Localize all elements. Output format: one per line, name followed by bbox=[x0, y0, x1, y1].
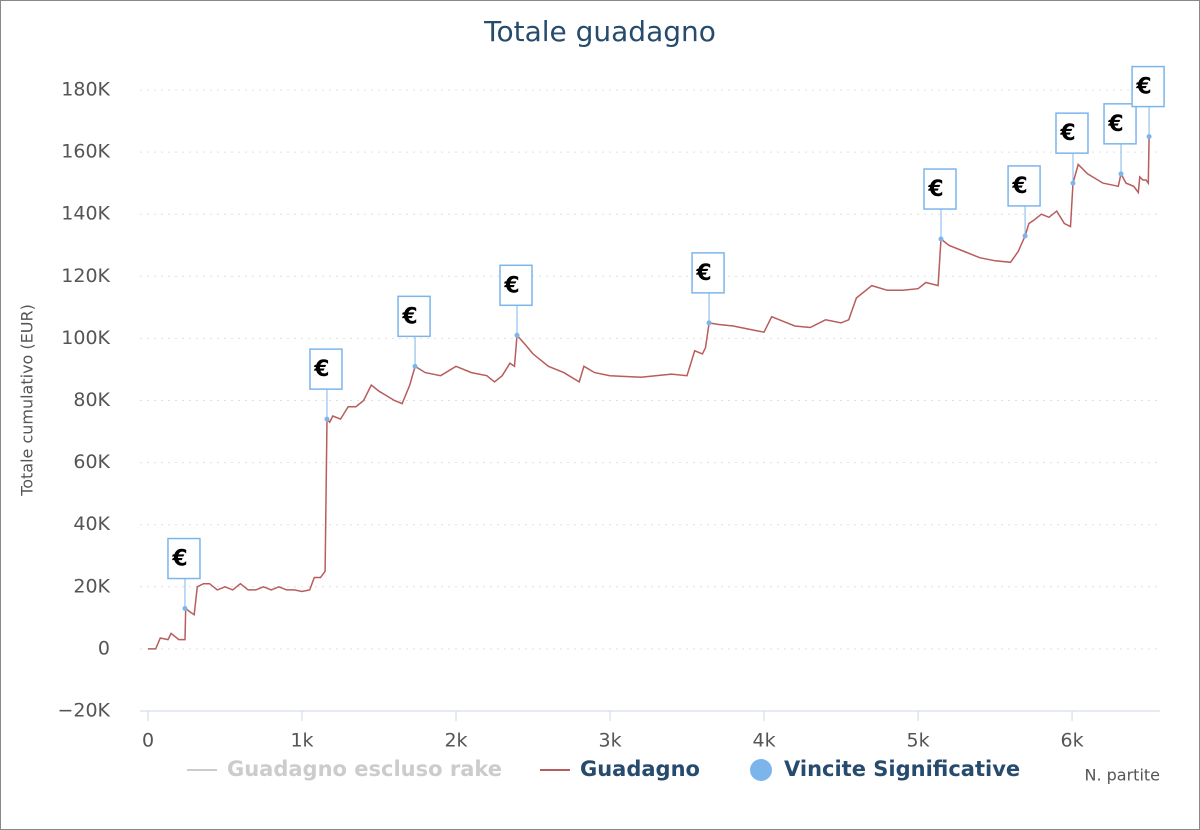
flag-label: € bbox=[695, 261, 711, 286]
y-tick-label: −20K bbox=[57, 700, 110, 722]
legend-label: Vincite Significative bbox=[784, 757, 1020, 781]
y-tick-label: 120K bbox=[61, 265, 110, 287]
y-tick-label: 40K bbox=[73, 513, 110, 535]
flag-box bbox=[691, 252, 725, 294]
x-tick-label: 4k bbox=[752, 730, 775, 752]
flag-box bbox=[397, 295, 431, 338]
flag-label: € bbox=[1107, 112, 1123, 137]
x-tick-label: 0 bbox=[142, 730, 154, 752]
flag-label: € bbox=[1059, 121, 1075, 146]
flag-label: € bbox=[401, 304, 417, 329]
x-tick-label: 3k bbox=[598, 730, 621, 752]
y-tick-label: 20K bbox=[73, 575, 110, 597]
flag-box bbox=[1055, 112, 1089, 154]
marker bbox=[1070, 180, 1076, 186]
flag-box bbox=[923, 168, 957, 210]
flag-label: € bbox=[171, 547, 187, 572]
y-tick-label: 60K bbox=[73, 451, 110, 473]
marker bbox=[412, 363, 418, 369]
flag-box bbox=[499, 264, 533, 307]
y-axis-title: Totale cumulativo (EUR) bbox=[18, 304, 37, 497]
chart-title: Totale guadagno bbox=[483, 15, 716, 48]
marker bbox=[182, 606, 188, 612]
flag-box bbox=[167, 537, 201, 580]
flag-label: € bbox=[1135, 75, 1151, 100]
flag-box bbox=[1007, 165, 1041, 207]
y-tick-label: 140K bbox=[61, 203, 110, 225]
marker bbox=[938, 236, 944, 242]
y-tick-label: 180K bbox=[61, 79, 110, 101]
flag-label: € bbox=[503, 273, 519, 298]
marker bbox=[1022, 233, 1028, 239]
x-tick-label: 2k bbox=[444, 730, 467, 752]
flag-label: € bbox=[1011, 174, 1027, 199]
line-series bbox=[148, 136, 1150, 650]
flag-label: € bbox=[313, 357, 329, 382]
marker bbox=[324, 416, 330, 422]
legend-symbol bbox=[750, 759, 772, 781]
marker bbox=[1146, 134, 1152, 140]
flag-label: € bbox=[927, 177, 943, 202]
marker bbox=[514, 332, 520, 338]
x-axis-title: N. partite bbox=[1084, 766, 1160, 785]
y-tick-label: 0 bbox=[98, 637, 110, 659]
x-tick-label: 1k bbox=[290, 730, 313, 752]
x-tick-label: 6k bbox=[1061, 730, 1084, 752]
flag-box bbox=[309, 348, 343, 390]
legend-label: Guadagno escluso rake bbox=[227, 757, 502, 781]
y-tick-label: 80K bbox=[73, 389, 110, 411]
flag-box bbox=[1103, 103, 1137, 145]
marker bbox=[706, 320, 712, 326]
marker bbox=[1118, 171, 1124, 177]
y-tick-label: 160K bbox=[61, 141, 110, 163]
x-tick-label: 5k bbox=[907, 730, 930, 752]
flag-box bbox=[1131, 65, 1165, 108]
y-tick-label: 100K bbox=[61, 327, 110, 349]
legend-label: Guadagno bbox=[580, 757, 700, 781]
